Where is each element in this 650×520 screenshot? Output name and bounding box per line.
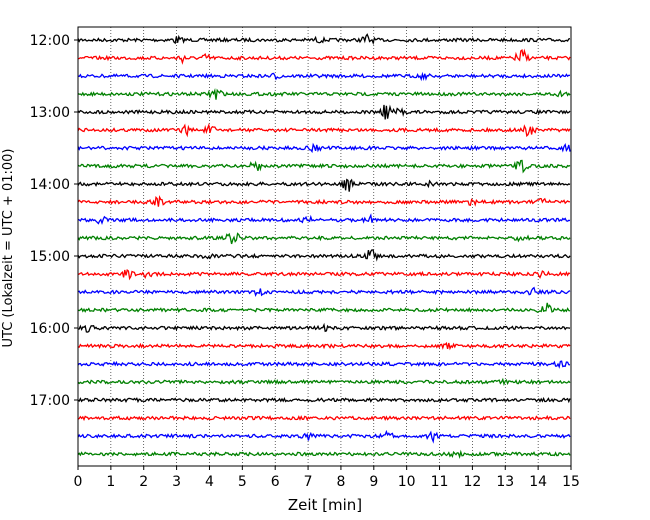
y-tick-label: 14:00: [30, 177, 70, 193]
x-tick-label: 4: [205, 474, 214, 490]
y-axis-ticks: 12:00 13:00 14:00 15:00 16:00 17:00: [30, 33, 78, 409]
traces: [77, 33, 571, 459]
x-tick-label: 13: [496, 474, 514, 490]
trace-line: [77, 178, 571, 192]
trace-line: [77, 195, 571, 207]
trace-line: [77, 122, 571, 138]
trace-line: [77, 232, 571, 245]
y-axis-label: UTC (Lokalzeit = UTC + 01:00): [1, 149, 16, 348]
x-tick-label: 7: [304, 474, 313, 490]
x-tick-label: 6: [271, 474, 280, 490]
grid-lines: [110, 27, 539, 466]
trace-line: [77, 322, 571, 333]
trace-line: [77, 302, 571, 314]
y-tick-label: 15:00: [30, 249, 70, 265]
trace-line: [77, 286, 571, 297]
x-tick-label: 5: [238, 474, 247, 490]
x-tick-label: 3: [172, 474, 181, 490]
plot-frame: [77, 26, 572, 467]
y-tick-label: 17:00: [30, 393, 70, 409]
x-axis-ticks: 0 1 2 3 4 5 6 7 8 9 10 11 12 13 14 15: [74, 466, 580, 490]
trace-line: [77, 48, 571, 65]
trace-line: [77, 429, 571, 444]
trace-line: [77, 249, 571, 262]
trace-line: [77, 213, 571, 226]
trace-line: [77, 71, 571, 82]
x-tick-label: 11: [431, 474, 449, 490]
x-tick-label: 15: [562, 474, 580, 490]
trace-line: [77, 377, 571, 386]
trace-line: [77, 142, 571, 154]
y-tick-label: 12:00: [30, 33, 70, 49]
x-tick-label: 14: [529, 474, 547, 490]
y-tick-label: 16:00: [30, 321, 70, 337]
x-axis-label: Zeit [min]: [288, 496, 362, 514]
y-tick-label: 13:00: [30, 105, 70, 121]
trace-line: [77, 341, 571, 351]
x-tick-label: 8: [336, 474, 345, 490]
x-tick-label: 0: [74, 474, 83, 490]
x-tick-label: 10: [398, 474, 416, 490]
trace-line: [77, 414, 571, 422]
x-tick-label: 12: [463, 474, 481, 490]
trace-line: [77, 360, 571, 369]
trace-line: [77, 33, 571, 46]
trace-line: [77, 268, 571, 281]
x-tick-label: 1: [106, 474, 115, 490]
trace-line: [77, 449, 571, 459]
trace-line: [77, 104, 571, 120]
trace-line: [77, 396, 571, 404]
x-tick-label: 2: [139, 474, 148, 490]
trace-line: [77, 159, 571, 174]
x-tick-label: 9: [369, 474, 378, 490]
trace-line: [77, 88, 571, 100]
